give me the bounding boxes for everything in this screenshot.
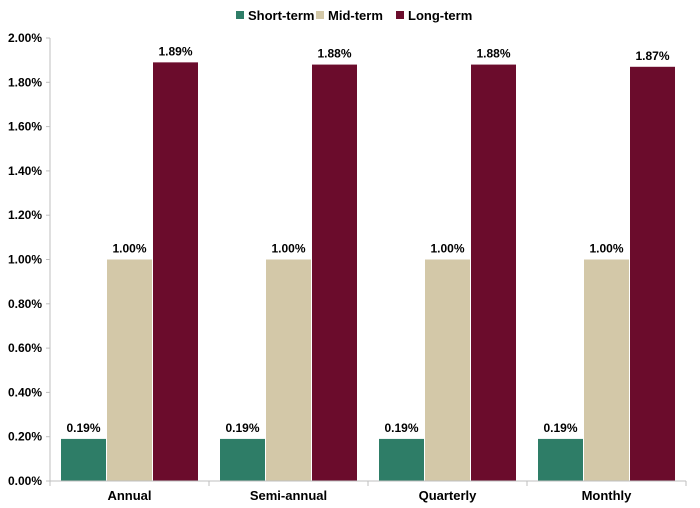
chart-legend: Short-term Mid-term Long-term bbox=[236, 8, 472, 23]
bar-long-term-monthly bbox=[630, 66, 675, 482]
y-tick-label: 1.40% bbox=[8, 164, 42, 178]
data-label: 0.19% bbox=[66, 421, 100, 435]
bar-short-term-quarterly bbox=[379, 438, 424, 481]
bar-series bbox=[61, 62, 675, 482]
data-label: 1.00% bbox=[430, 242, 464, 256]
legend-swatch bbox=[396, 11, 404, 19]
legend-label: Long-term bbox=[408, 8, 472, 23]
data-label: 1.00% bbox=[589, 242, 623, 256]
x-category-label: Quarterly bbox=[419, 488, 478, 503]
legend-swatch bbox=[236, 11, 244, 19]
data-label: 0.19% bbox=[384, 421, 418, 435]
data-label: 0.19% bbox=[543, 421, 577, 435]
x-category-label: Semi-annual bbox=[250, 488, 327, 503]
data-label: 0.19% bbox=[225, 421, 259, 435]
y-tick-label: 0.00% bbox=[8, 474, 42, 488]
legend-item-mid-term: Mid-term bbox=[316, 8, 383, 23]
y-tick-label: 2.00% bbox=[8, 31, 42, 45]
data-label: 1.00% bbox=[271, 242, 305, 256]
bar-long-term-quarterly bbox=[471, 64, 516, 481]
bar-short-term-monthly bbox=[538, 438, 583, 481]
bar-mid-term-annual bbox=[107, 259, 152, 481]
bar-long-term-semi-annual bbox=[312, 64, 357, 481]
bar-short-term-annual bbox=[61, 438, 106, 481]
data-label: 1.00% bbox=[112, 242, 146, 256]
y-tick-label: 0.20% bbox=[8, 430, 42, 444]
legend-label: Mid-term bbox=[328, 8, 383, 23]
y-tick-label: 1.00% bbox=[8, 253, 42, 267]
bar-mid-term-monthly bbox=[584, 259, 629, 481]
data-label: 1.88% bbox=[317, 47, 351, 61]
data-label: 1.88% bbox=[476, 47, 510, 61]
x-category-label: Annual bbox=[107, 488, 151, 503]
bar-mid-term-semi-annual bbox=[266, 259, 311, 481]
data-label: 1.89% bbox=[158, 44, 192, 58]
x-category-label: Monthly bbox=[582, 488, 633, 503]
legend-label: Short-term bbox=[248, 8, 314, 23]
legend-item-short-term: Short-term bbox=[236, 8, 314, 23]
legend-item-long-term: Long-term bbox=[396, 8, 472, 23]
bar-short-term-semi-annual bbox=[220, 438, 265, 481]
bar-mid-term-quarterly bbox=[425, 259, 470, 481]
legend-swatch bbox=[316, 11, 324, 19]
y-tick-label: 0.40% bbox=[8, 385, 42, 399]
x-axis: Annual Semi-annual Quarterly Monthly bbox=[49, 480, 687, 503]
data-label: 1.87% bbox=[635, 49, 669, 63]
y-tick-label: 0.60% bbox=[8, 341, 42, 355]
y-tick-label: 1.80% bbox=[8, 75, 42, 89]
y-tick-label: 1.20% bbox=[8, 208, 42, 222]
data-labels: 0.19% 1.00% 1.89% 0.19% 1.00% 1.88% 0.19% 1.00%… bbox=[66, 44, 669, 435]
y-axis: 0.00% 0.20% 0.40% 0.60% 0.80% 1.00% 1.20% 1.40%… bbox=[8, 31, 51, 488]
y-tick-label: 0.80% bbox=[8, 297, 42, 311]
bar-long-term-annual bbox=[153, 62, 198, 482]
y-tick-label: 1.60% bbox=[8, 120, 42, 134]
